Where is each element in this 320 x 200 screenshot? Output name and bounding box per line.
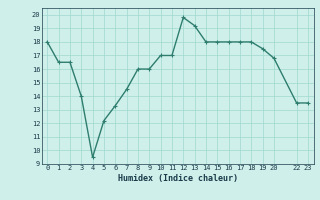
X-axis label: Humidex (Indice chaleur): Humidex (Indice chaleur)	[118, 174, 237, 183]
